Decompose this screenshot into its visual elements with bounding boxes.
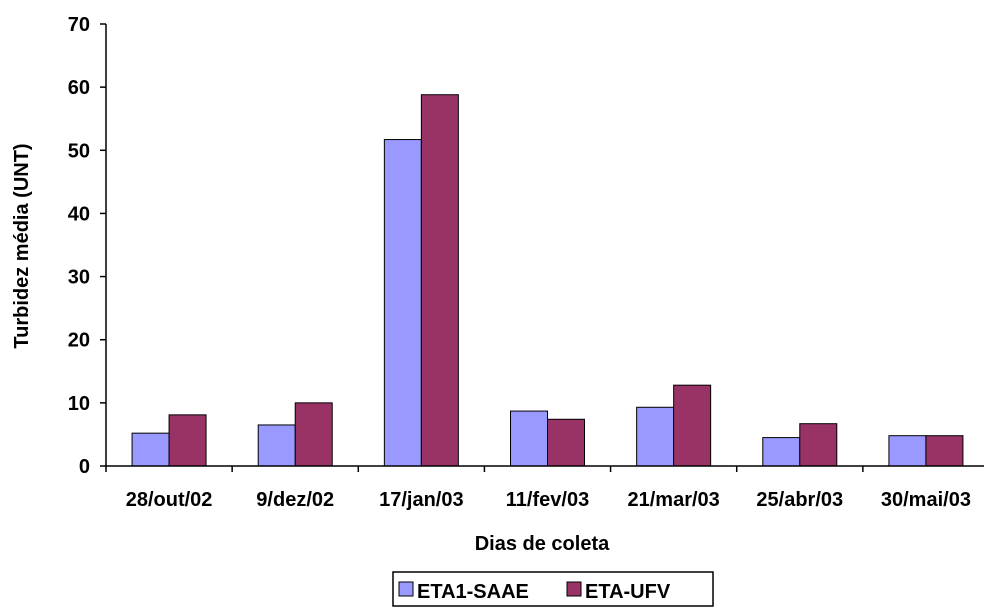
legend-label-eta1-saae: ETA1-SAAE (417, 581, 529, 603)
x-tick-label: 21/mar/03 (627, 489, 719, 511)
bar-eta-ufv-4 (673, 384, 712, 467)
legend-label-eta-ufv: ETA-UFV (585, 581, 671, 603)
y-tick-label: 20 (68, 330, 90, 352)
legend-box (392, 571, 714, 607)
y-tick-label: 0 (79, 456, 90, 478)
y-tick-label: 70 (68, 14, 90, 36)
y-axis-title: Turbidez média (UNT) (11, 143, 33, 348)
y-tick-label: 60 (68, 77, 90, 99)
bar-eta1-saae-4 (636, 406, 675, 467)
legend: ETA1-SAAE ETA-UFV (392, 571, 714, 607)
x-tick-label: 17/jan/03 (379, 489, 464, 511)
bar-eta1-saae-1 (257, 424, 296, 467)
x-axis-tick-labels: 28/out/02 9/dez/02 17/jan/03 11/fev/03 21/ma… (126, 489, 971, 511)
y-tick-label: 50 (68, 140, 90, 162)
x-axis-title: Dias de coleta (475, 533, 610, 555)
bar-eta1-saae-2 (383, 139, 422, 467)
x-tick-label: 25/abr/03 (756, 489, 843, 511)
y-tick-label: 40 (68, 203, 90, 225)
x-tick-label: 9/dez/02 (256, 489, 334, 511)
bar-eta-ufv-3 (547, 418, 585, 467)
bar-eta-ufv-2 (420, 94, 459, 467)
x-tick-label: 11/fev/03 (506, 489, 589, 511)
bars (131, 94, 964, 467)
bar-eta1-saae-0 (131, 432, 170, 467)
bar-eta1-saae-5 (762, 437, 801, 467)
bar-eta-ufv-0 (168, 414, 207, 467)
x-tick-label: 28/out/02 (126, 489, 213, 511)
bar-eta1-saae-6 (888, 435, 927, 467)
y-tick-label: 30 (68, 267, 90, 289)
bar-eta1-saae-3 (510, 410, 548, 467)
legend-swatch-eta-ufv (566, 581, 582, 597)
bar-eta-ufv-1 (294, 402, 333, 467)
axes (105, 24, 984, 472)
y-tick-label: 10 (68, 393, 90, 415)
x-tick-label: 30/mai/03 (881, 489, 971, 511)
bar-eta-ufv-5 (799, 423, 838, 467)
y-axis-ticks: 0 10 20 30 40 50 60 70 (68, 14, 106, 478)
bar-eta-ufv-6 (925, 435, 964, 467)
legend-swatch-eta1-saae (398, 581, 414, 597)
